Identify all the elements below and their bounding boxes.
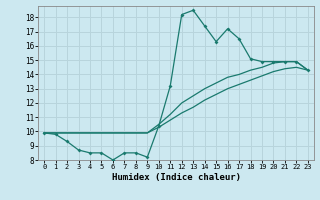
X-axis label: Humidex (Indice chaleur): Humidex (Indice chaleur) [111, 173, 241, 182]
